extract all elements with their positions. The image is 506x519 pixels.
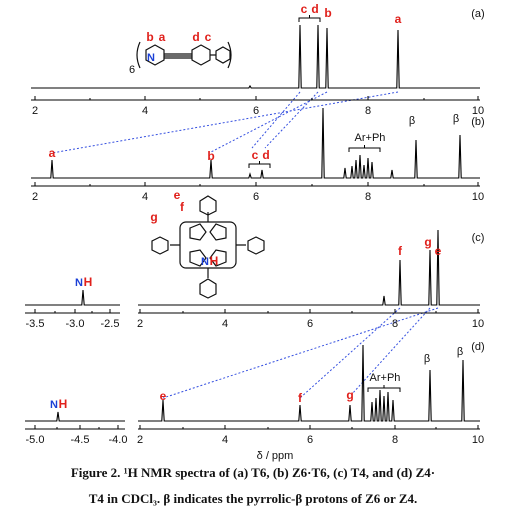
peak-label: β bbox=[409, 115, 415, 127]
panel-label: (a) bbox=[471, 8, 484, 20]
tick-label: 8 bbox=[392, 318, 398, 330]
tick-label: 10 bbox=[472, 191, 484, 203]
tick-label: 2 bbox=[32, 191, 38, 203]
peak-label: β bbox=[457, 346, 463, 358]
peak-label: f bbox=[298, 391, 303, 405]
spectrum bbox=[138, 229, 480, 306]
peak-label: b bbox=[207, 149, 214, 163]
bracket bbox=[248, 161, 271, 168]
peak-label: g bbox=[424, 235, 431, 249]
tick-label: 8 bbox=[392, 434, 398, 446]
tick-label: -4.5 bbox=[71, 434, 90, 446]
nh-label: H bbox=[84, 275, 93, 289]
peak-label: β bbox=[424, 353, 430, 365]
spectrum bbox=[31, 24, 480, 89]
axis-label: δ / ppm bbox=[257, 450, 294, 462]
tick-label: 2 bbox=[32, 105, 38, 117]
tick-label: 4 bbox=[222, 434, 228, 446]
tick-label: 2 bbox=[137, 318, 143, 330]
caption-line: T4 in CDCl₃. β indicates the pyrrolic-β … bbox=[89, 491, 418, 506]
structure-label: 6 bbox=[129, 64, 135, 76]
tick-label: -3.0 bbox=[66, 318, 85, 330]
spectrum bbox=[25, 289, 120, 306]
caption-text: ¹H NMR spectra of (a) T6, (b) Z6·T6, (c)… bbox=[124, 465, 435, 480]
peak-label: c bbox=[252, 148, 259, 162]
structure-a bbox=[136, 41, 232, 69]
correlation-lines bbox=[51, 91, 439, 399]
tick-label: 2 bbox=[137, 434, 143, 446]
peak-label: β bbox=[453, 113, 459, 125]
caption-label: Figure 2. bbox=[71, 465, 121, 480]
tick-label: 4 bbox=[222, 318, 228, 330]
panel-label: (b) bbox=[471, 116, 484, 128]
structure-label: g bbox=[150, 210, 157, 224]
peak-label: d bbox=[311, 2, 318, 16]
tick-label: 10 bbox=[472, 434, 484, 446]
tick-label: 10 bbox=[472, 318, 484, 330]
peak-label: Ar+Ph bbox=[355, 132, 386, 144]
structure-c bbox=[151, 195, 265, 299]
peak-label: c bbox=[301, 2, 308, 16]
peak-label: f bbox=[398, 244, 403, 258]
panel-label: (c) bbox=[472, 232, 485, 244]
tick-label: 6 bbox=[253, 191, 259, 203]
structure-label: H bbox=[210, 254, 219, 268]
tick-label: -4.0 bbox=[109, 434, 128, 446]
tick-label: 4 bbox=[142, 105, 148, 117]
tick-label: 4 bbox=[142, 191, 148, 203]
tick-label: -2.5 bbox=[101, 318, 120, 330]
peak-label: e bbox=[160, 389, 167, 403]
tick-label: 10 bbox=[472, 105, 484, 117]
tick-label: -3.5 bbox=[26, 318, 45, 330]
nh-label: N bbox=[75, 277, 83, 289]
tick-label: 8 bbox=[365, 105, 371, 117]
structure-label: d bbox=[192, 30, 199, 44]
structure-label: e bbox=[174, 188, 181, 202]
tick-label: -5.0 bbox=[26, 434, 45, 446]
structure-label: a bbox=[159, 30, 166, 44]
nh-label: N bbox=[50, 399, 58, 411]
structure-label: b bbox=[146, 30, 153, 44]
peak-label: d bbox=[262, 148, 269, 162]
peak-label: a bbox=[49, 146, 56, 160]
peak-label: g bbox=[346, 388, 353, 402]
bracket bbox=[298, 15, 321, 22]
bracket bbox=[348, 145, 381, 152]
structure-label: N bbox=[201, 256, 209, 268]
spectrum bbox=[138, 344, 480, 422]
peak-label: e bbox=[435, 244, 442, 258]
peak-label: a bbox=[395, 12, 402, 26]
tick-label: 6 bbox=[253, 105, 259, 117]
tick-label: 8 bbox=[365, 191, 371, 203]
tick-label: 6 bbox=[307, 434, 313, 446]
peak-label: b bbox=[324, 6, 331, 20]
structure-label: f bbox=[180, 200, 185, 214]
panel-label: (d) bbox=[471, 341, 484, 353]
spectrum bbox=[31, 107, 480, 179]
structure-label: c bbox=[205, 30, 212, 44]
peak-label: Ar+Ph bbox=[370, 372, 401, 384]
nh-label: H bbox=[59, 397, 68, 411]
bracket bbox=[367, 385, 401, 392]
caption-line: Figure 2. ¹H NMR spectra of (a) T6, (b) … bbox=[71, 465, 435, 480]
structure-label: N bbox=[147, 52, 155, 64]
spectrum bbox=[25, 411, 125, 422]
tick-label: 6 bbox=[307, 318, 313, 330]
